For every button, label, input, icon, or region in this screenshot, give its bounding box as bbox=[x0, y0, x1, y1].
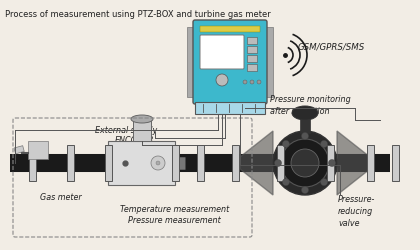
Text: Pressure-
reducing
valve: Pressure- reducing valve bbox=[338, 195, 375, 228]
Ellipse shape bbox=[131, 115, 153, 123]
Text: Process of measurement using PTZ-BOX and turbine gas meter: Process of measurement using PTZ-BOX and… bbox=[5, 10, 271, 19]
Polygon shape bbox=[240, 131, 273, 195]
Circle shape bbox=[302, 132, 309, 140]
Bar bbox=[108, 141, 175, 185]
Text: Pressure measurement: Pressure measurement bbox=[128, 216, 221, 225]
Circle shape bbox=[243, 80, 247, 84]
Bar bbox=[247, 46, 257, 53]
Circle shape bbox=[320, 140, 328, 147]
Bar bbox=[276, 145, 284, 181]
Bar bbox=[391, 145, 399, 181]
Bar bbox=[197, 145, 204, 181]
Bar bbox=[28, 141, 48, 159]
Bar bbox=[105, 145, 111, 181]
Circle shape bbox=[291, 149, 319, 177]
Circle shape bbox=[282, 140, 289, 147]
Circle shape bbox=[328, 160, 336, 166]
Bar bbox=[231, 145, 239, 181]
Bar bbox=[133, 119, 151, 141]
Bar bbox=[247, 64, 257, 71]
Circle shape bbox=[275, 160, 281, 166]
Bar bbox=[247, 37, 257, 44]
Circle shape bbox=[151, 156, 165, 170]
Bar bbox=[265, 27, 273, 97]
Circle shape bbox=[282, 178, 289, 186]
Text: Gas meter: Gas meter bbox=[40, 193, 81, 202]
Text: HF: HF bbox=[135, 146, 146, 155]
Circle shape bbox=[320, 178, 328, 186]
Bar bbox=[14, 146, 24, 154]
Bar bbox=[326, 145, 333, 181]
Circle shape bbox=[273, 131, 337, 195]
Text: ENCODER: ENCODER bbox=[115, 136, 155, 145]
FancyBboxPatch shape bbox=[193, 20, 267, 104]
Bar bbox=[187, 27, 195, 97]
Bar bbox=[367, 145, 373, 181]
Circle shape bbox=[302, 186, 309, 194]
Text: External supply: External supply bbox=[95, 126, 157, 135]
Circle shape bbox=[257, 80, 261, 84]
Circle shape bbox=[156, 161, 160, 165]
Bar bbox=[195, 102, 265, 114]
Polygon shape bbox=[337, 131, 370, 195]
Circle shape bbox=[216, 74, 228, 86]
FancyBboxPatch shape bbox=[200, 35, 244, 69]
Circle shape bbox=[281, 139, 329, 187]
Bar bbox=[300, 113, 310, 133]
Text: Pressure monitoring
after reduction: Pressure monitoring after reduction bbox=[270, 95, 351, 116]
Bar bbox=[66, 145, 74, 181]
Circle shape bbox=[250, 80, 254, 84]
Bar bbox=[171, 145, 178, 181]
Text: Temperature measurement: Temperature measurement bbox=[120, 205, 229, 214]
Bar bbox=[200, 26, 260, 32]
Ellipse shape bbox=[292, 106, 318, 120]
Bar bbox=[29, 145, 36, 181]
Text: GSM/GPRS/SMS: GSM/GPRS/SMS bbox=[298, 43, 365, 52]
Bar bbox=[247, 55, 257, 62]
